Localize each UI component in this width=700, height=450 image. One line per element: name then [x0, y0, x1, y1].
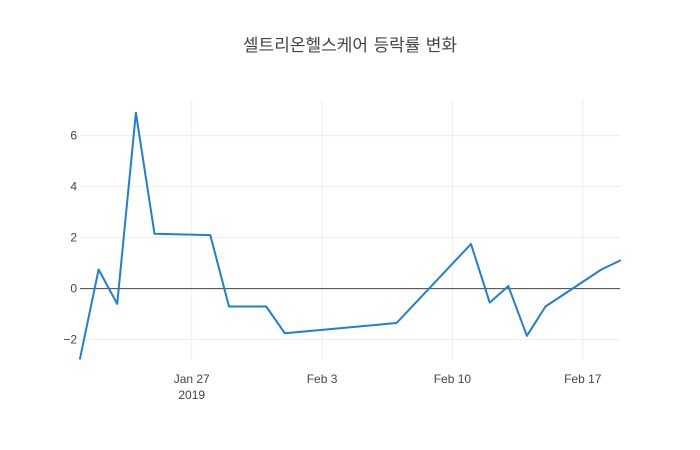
y-tick-label: 0 [70, 282, 77, 296]
x-tick-label: Feb 17 [564, 372, 602, 386]
y-tick-label: 6 [70, 129, 77, 143]
y-tick-label: 4 [70, 180, 77, 194]
y-tick-label: −2 [63, 333, 77, 347]
x-tick-sublabel: 2019 [178, 388, 205, 402]
x-tick-label: Jan 27 [174, 372, 210, 386]
series-line [79, 111, 621, 360]
x-tick-label: Feb 3 [307, 372, 338, 386]
chart-title: 셀트리온헬스케어 등락률 변화 [242, 36, 458, 56]
y-tick-label: 2 [70, 231, 77, 245]
x-tick-label: Feb 10 [434, 372, 472, 386]
